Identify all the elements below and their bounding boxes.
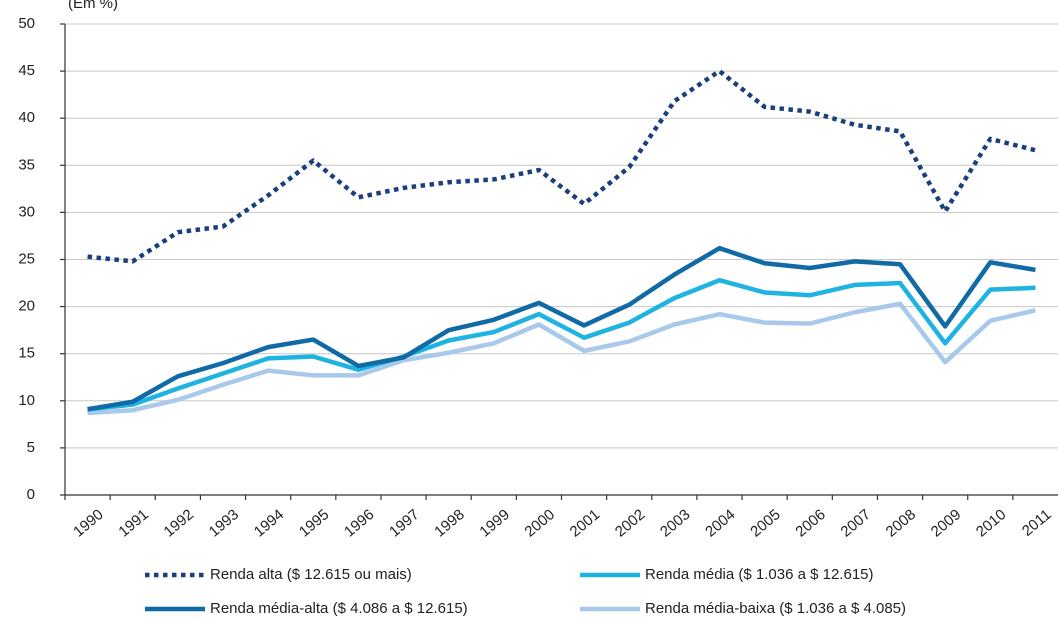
x-tick-label: 1990 bbox=[70, 506, 106, 540]
x-tick-label: 1995 bbox=[296, 506, 332, 540]
x-tick-label: 2007 bbox=[838, 506, 874, 540]
x-tick-label: 1992 bbox=[160, 506, 196, 540]
line-series bbox=[87, 245, 1036, 412]
x-tick-label: 2006 bbox=[792, 506, 828, 540]
x-tick-label: 2003 bbox=[657, 506, 693, 540]
x-tick-label: 1999 bbox=[476, 506, 512, 540]
x-tick-label: 1997 bbox=[386, 506, 422, 540]
line-series bbox=[87, 68, 1036, 264]
x-tick-label: 2002 bbox=[612, 506, 648, 540]
x-tick-label: 2000 bbox=[522, 506, 558, 540]
y-tick-label: 25 bbox=[18, 250, 35, 267]
x-tick-label: 2005 bbox=[747, 506, 783, 540]
x-tick-label: 2011 bbox=[1019, 506, 1055, 540]
y-tick-label: 10 bbox=[18, 392, 35, 409]
legend-label: Renda média-baixa ($ 1.036 a $ 4.085) bbox=[645, 600, 906, 617]
x-tick-label: 1991 bbox=[115, 506, 151, 540]
x-tick-label: 2001 bbox=[567, 506, 603, 540]
legend-label: Renda média ($ 1.036 a $ 12.615) bbox=[645, 566, 874, 583]
line-series bbox=[87, 301, 1036, 416]
line-series bbox=[87, 277, 1036, 412]
y-tick-label: 40 bbox=[18, 109, 35, 126]
y-tick-label: 45 bbox=[18, 62, 35, 79]
y-tick-label: 20 bbox=[18, 298, 35, 315]
y-axis-label: (Em %) bbox=[68, 0, 118, 12]
legend-label: Renda média-alta ($ 4.086 a $ 12.615) bbox=[210, 600, 468, 617]
legend-label: Renda alta ($ 12.615 ou mais) bbox=[210, 566, 412, 583]
y-tick-label: 15 bbox=[18, 345, 35, 362]
x-tick-label: 2009 bbox=[928, 506, 964, 540]
x-tick-label: 2010 bbox=[973, 506, 1009, 540]
x-tick-label: 2008 bbox=[883, 506, 919, 540]
y-tick-label: 35 bbox=[18, 156, 35, 173]
x-tick-label: 1993 bbox=[206, 506, 242, 540]
x-tick-label: 1998 bbox=[431, 506, 467, 540]
x-tick-label: 1994 bbox=[251, 506, 287, 540]
x-tick-label: 1996 bbox=[341, 506, 377, 540]
y-tick-label: 5 bbox=[27, 439, 35, 456]
y-tick-label: 50 bbox=[18, 15, 35, 32]
x-tick-label: 2004 bbox=[702, 506, 738, 540]
y-tick-label: 0 bbox=[27, 486, 35, 503]
y-tick-label: 30 bbox=[18, 203, 35, 220]
